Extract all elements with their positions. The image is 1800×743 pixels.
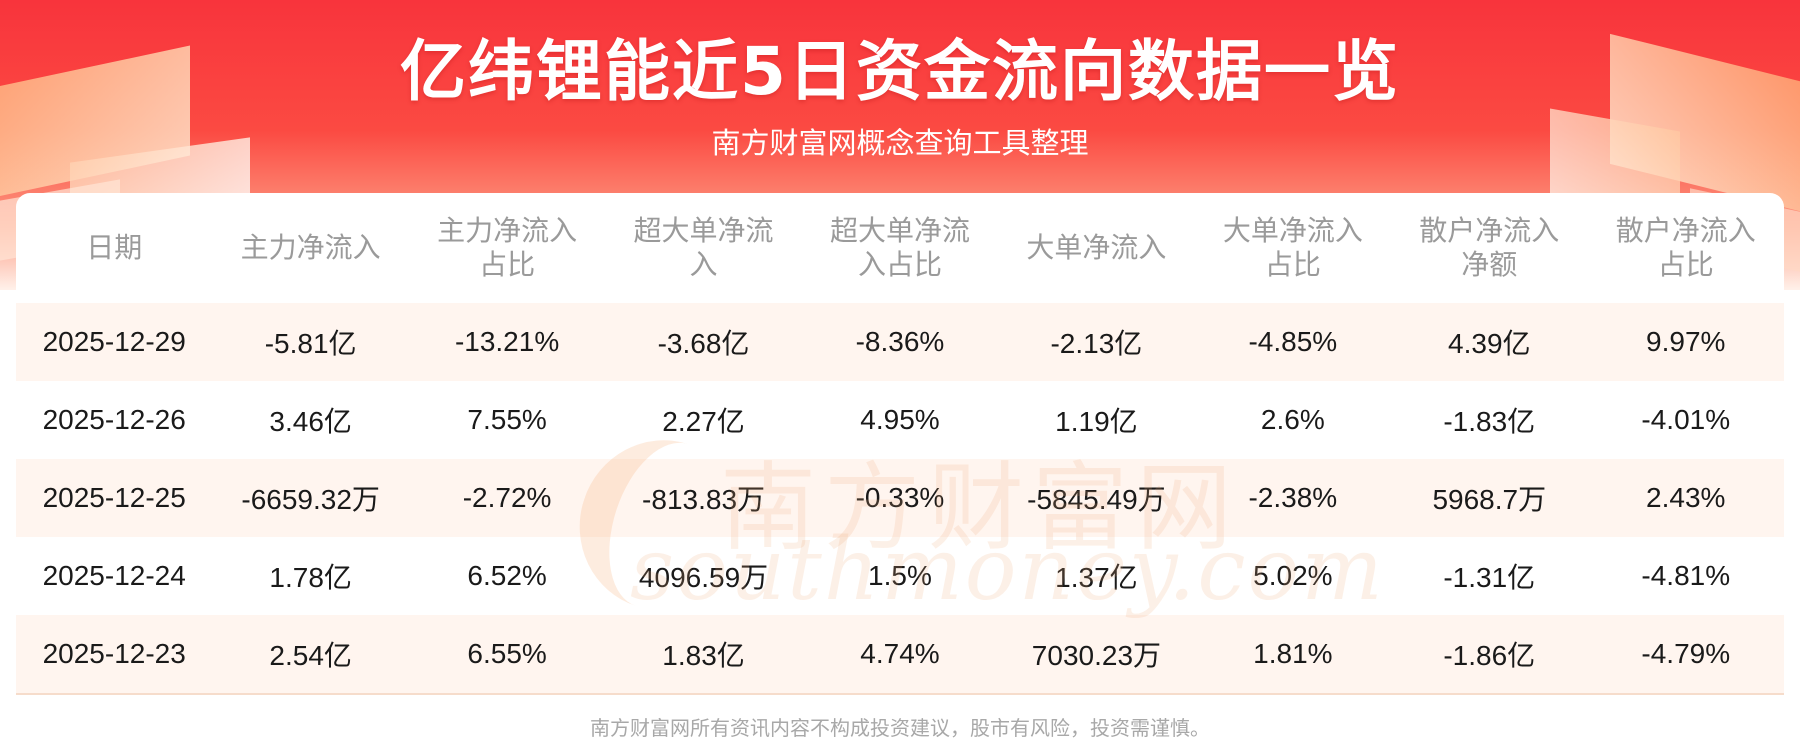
column-header-line: 散户净流入 xyxy=(1419,214,1560,247)
value-cell: 1.19亿 xyxy=(998,381,1195,459)
date-cell: 2025-12-29 xyxy=(16,303,213,381)
column-header-line: 入占比 xyxy=(857,248,942,281)
value-cell: -13.21% xyxy=(408,303,606,381)
column-header-line: 散户净流入 xyxy=(1615,214,1756,247)
value-cell: 7.55% xyxy=(408,381,606,459)
value-cell: 1.78亿 xyxy=(212,537,409,615)
value-cell: 9.97% xyxy=(1587,303,1784,381)
column-header: 主力净流入 xyxy=(212,193,408,303)
value-cell: -4.01% xyxy=(1587,381,1784,459)
value-cell: -0.33% xyxy=(801,459,999,537)
table-header-row: 日期 主力净流入 主力净流入 占比 超大单净流入超大单净流 入占比 大单净流入 大单净流入 占比… xyxy=(16,193,1784,303)
value-cell: -2.72% xyxy=(408,459,606,537)
table-row: 2025-12-23 2.54亿 6.55% 1.83亿 4.74% 7030.23万 1.… xyxy=(16,615,1784,693)
value-cell: 1.83亿 xyxy=(605,615,802,693)
column-header: 超大单净流 入占比 xyxy=(802,193,998,303)
value-cell: -2.38% xyxy=(1194,459,1392,537)
value-cell: 2.43% xyxy=(1587,459,1784,537)
value-cell: -6659.32万 xyxy=(212,459,409,537)
value-cell: -8.36% xyxy=(801,303,999,381)
value-cell: 1.5% xyxy=(801,537,999,615)
table-row: 2025-12-26 3.46亿 7.55% 2.27亿 4.95% 1.19亿 2.6% -… xyxy=(16,381,1784,459)
column-header: 大单净流入 xyxy=(998,193,1194,303)
column-header-line: 超大单净流 xyxy=(829,214,970,247)
value-cell: 1.81% xyxy=(1194,615,1392,693)
value-cell: 4.95% xyxy=(801,381,999,459)
value-cell: 5968.7万 xyxy=(1391,459,1588,537)
value-cell: -4.81% xyxy=(1587,537,1784,615)
value-cell: -3.68亿 xyxy=(605,303,802,381)
value-cell: 2.27亿 xyxy=(605,381,802,459)
date-cell: 2025-12-24 xyxy=(16,537,213,615)
value-cell: 3.46亿 xyxy=(212,381,409,459)
column-header-line: 超大单净流 xyxy=(633,214,774,247)
value-cell: 6.52% xyxy=(408,537,606,615)
value-cell: -1.83亿 xyxy=(1391,381,1588,459)
date-cell: 2025-12-23 xyxy=(16,615,213,693)
value-cell: 1.37亿 xyxy=(998,537,1195,615)
value-cell: -4.79% xyxy=(1587,615,1784,693)
value-cell: -813.83万 xyxy=(605,459,802,537)
column-header-line: 入 xyxy=(689,248,718,281)
value-cell: -1.86亿 xyxy=(1391,615,1588,693)
column-header-line: 日期 xyxy=(86,231,143,264)
value-cell: -4.85% xyxy=(1194,303,1392,381)
value-cell: -2.13亿 xyxy=(998,303,1195,381)
data-card: 日期 主力净流入 主力净流入 占比 超大单净流入超大单净流 入占比 大单净流入 大单净流入 占比… xyxy=(16,193,1784,693)
column-header: 日期 xyxy=(16,193,212,303)
date-cell: 2025-12-25 xyxy=(16,459,213,537)
value-cell: 7030.23万 xyxy=(998,615,1195,693)
column-header-line: 占比 xyxy=(1264,248,1321,281)
column-header-line: 主力净流入 xyxy=(240,231,381,264)
column-header: 散户净流入 占比 xyxy=(1588,193,1785,303)
value-cell: -5.81亿 xyxy=(212,303,409,381)
value-cell: 2.6% xyxy=(1194,381,1392,459)
value-cell: 2.54亿 xyxy=(212,615,409,693)
table-row: 2025-12-29 -5.81亿 -13.21% -3.68亿 -8.36% -2.13… xyxy=(16,303,1784,381)
table-row: 2025-12-24 1.78亿 6.52% 4096.59万 1.5% 1.37亿 5.0… xyxy=(16,537,1784,615)
page-title: 亿纬锂能近5日资金流向数据一览 xyxy=(400,33,1400,110)
value-cell: 6.55% xyxy=(408,615,606,693)
column-header-line: 大单净流入 xyxy=(1026,231,1167,264)
footer-divider xyxy=(16,693,1784,695)
fund-flow-table: 日期 主力净流入 主力净流入 占比 超大单净流入超大单净流 入占比 大单净流入 大单净流入 占比… xyxy=(16,193,1784,693)
table-row: 2025-12-25 -6659.32万 -2.72% -813.83万 -0.33% -… xyxy=(16,459,1784,537)
value-cell: -1.31亿 xyxy=(1391,537,1588,615)
column-header-line: 大单净流入 xyxy=(1222,214,1363,247)
value-cell: 4.74% xyxy=(801,615,999,693)
table-body: 2025-12-29 -5.81亿 -13.21% -3.68亿 -8.36% -2.13… xyxy=(16,303,1784,693)
footer-disclaimer: 南方财富网所有资讯内容不构成投资建议，股市有风险，投资需谨慎。 xyxy=(590,716,1210,740)
page-subtitle: 南方财富网概念查询工具整理 xyxy=(711,126,1089,160)
column-header-line: 净额 xyxy=(1461,248,1518,281)
value-cell: 5.02% xyxy=(1194,537,1392,615)
column-header: 主力净流入 占比 xyxy=(409,193,605,303)
column-header: 散户净流入 净额 xyxy=(1391,193,1587,303)
column-header: 超大单净流入 xyxy=(605,193,801,303)
value-cell: -5845.49万 xyxy=(998,459,1195,537)
column-header-line: 占比 xyxy=(1657,248,1714,281)
value-cell: 4096.59万 xyxy=(605,537,802,615)
column-header-line: 主力净流入 xyxy=(437,214,578,247)
column-header-line: 占比 xyxy=(479,248,536,281)
date-cell: 2025-12-26 xyxy=(16,381,213,459)
value-cell: 4.39亿 xyxy=(1391,303,1588,381)
column-header: 大单净流入 占比 xyxy=(1195,193,1391,303)
